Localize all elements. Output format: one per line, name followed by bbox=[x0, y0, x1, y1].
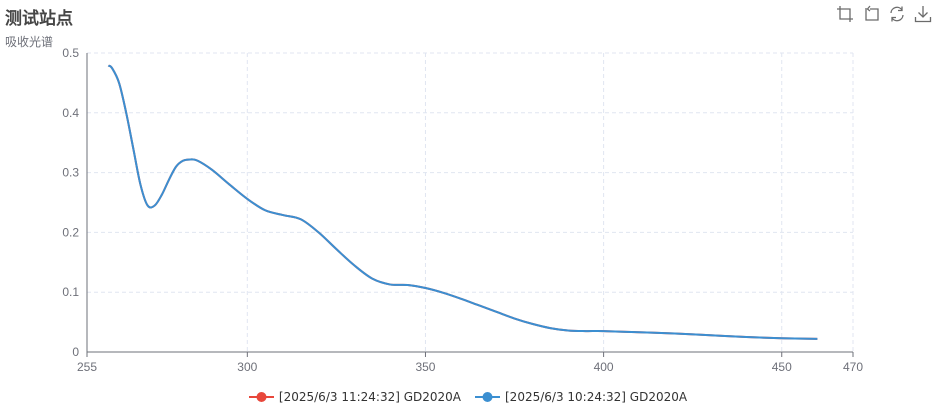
zoom-reset-icon[interactable] bbox=[862, 5, 880, 23]
y-tick-label: 0 bbox=[72, 345, 79, 359]
y-tick-label: 0.5 bbox=[62, 46, 79, 60]
chart-legend: [2025/6/3 11:24:32] GD2020A [2025/6/3 10:… bbox=[0, 390, 936, 404]
legend-marker-icon bbox=[248, 392, 274, 402]
y-tick-label: 0.2 bbox=[62, 225, 79, 239]
y-tick-label: 0.1 bbox=[62, 285, 79, 299]
legend-marker-icon bbox=[475, 392, 500, 402]
x-tick-label: 255 bbox=[77, 360, 97, 374]
x-tick-label: 300 bbox=[237, 360, 257, 374]
series-line-2 bbox=[107, 64, 818, 340]
page-title: 测试站点 bbox=[5, 9, 73, 29]
download-icon[interactable] bbox=[914, 5, 932, 23]
x-tick-label: 470 bbox=[843, 360, 863, 374]
series-line-1 bbox=[107, 64, 818, 340]
spectrum-chart: 0 0.1 0.2 0.3 0.4 0.5 255 300 350 400 450 470 bbox=[62, 46, 863, 374]
restore-icon[interactable] bbox=[888, 5, 906, 23]
legend-label: [2025/6/3 10:24:32] GD2020A bbox=[505, 390, 688, 404]
x-tick-label: 400 bbox=[594, 360, 614, 374]
chart-subtitle: 吸收光谱 bbox=[5, 35, 54, 49]
y-tick-label: 0.3 bbox=[62, 166, 79, 180]
y-tick-label: 0.4 bbox=[62, 106, 79, 120]
legend-item-2[interactable]: [2025/6/3 10:24:32] GD2020A bbox=[475, 390, 687, 404]
x-tick-label: 450 bbox=[772, 360, 792, 374]
legend-label: [2025/6/3 11:24:32] GD2020A bbox=[278, 390, 461, 404]
x-tick-label: 350 bbox=[415, 360, 435, 374]
zoom-icon[interactable] bbox=[836, 5, 854, 23]
legend-item-1[interactable]: [2025/6/3 11:24:32] GD2020A bbox=[248, 390, 461, 404]
chart-toolbox bbox=[836, 5, 932, 23]
